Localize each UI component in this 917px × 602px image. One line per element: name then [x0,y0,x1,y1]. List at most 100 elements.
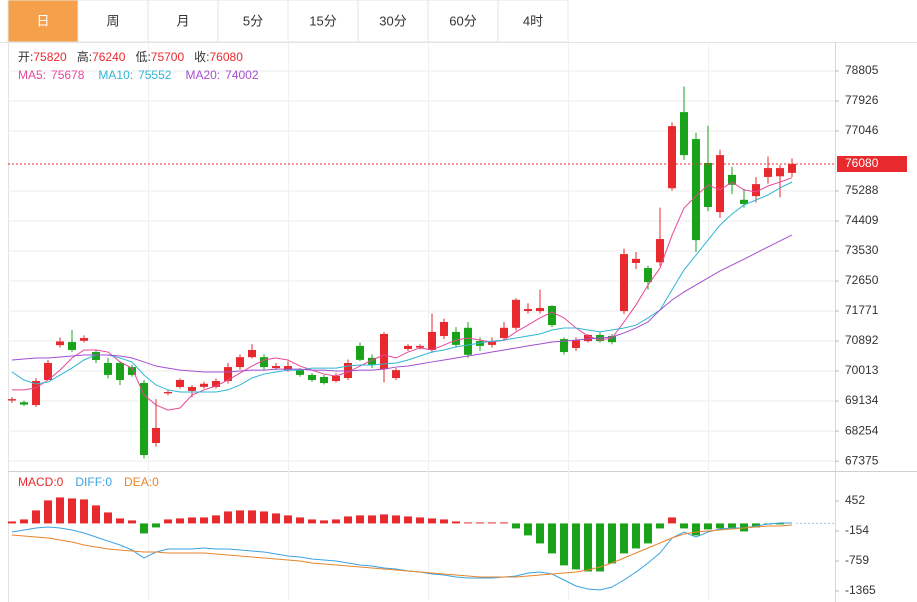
macd-bar [284,515,292,524]
macd-bar [128,520,136,524]
macd-bar [668,517,676,524]
candle-body [572,340,580,348]
macd-bar [344,516,352,524]
candle-body [524,309,532,312]
candle-body [104,362,112,375]
tab[interactable]: 15分 [287,0,359,43]
ma-legend: MA5: 75678 MA10: 75552 MA20: 74002 [18,68,259,82]
candle-body [608,336,616,343]
tab[interactable]: 4时 [497,0,569,43]
y-tick-label: 68254 [845,423,879,437]
macd-bar [140,523,148,534]
candle-body [716,155,724,213]
macd-bar [464,522,472,524]
tab[interactable]: 5分 [217,0,289,43]
legend-label: 低: [135,50,150,64]
macd-bar [404,516,412,524]
y-tick-label: 69134 [845,393,879,407]
macd-bar [476,522,484,524]
y-tick-label: 74409 [845,213,879,227]
macd-bar [716,523,724,529]
candle-body [80,338,88,341]
macd-bar [392,515,400,524]
tab-label[interactable]: 月 [176,13,189,28]
candle-body [332,375,340,382]
legend-label: DIFF: [75,475,105,489]
candle-body [632,258,640,263]
candle-body [584,334,592,342]
macd-bar [656,523,664,529]
legend-value: 0 [57,475,64,489]
macd-bar [536,523,544,544]
tab-label[interactable]: 日 [36,13,49,28]
macd-bar [176,518,184,524]
macd-bar [572,523,580,570]
macd-bar [248,510,256,524]
tab-label[interactable]: 60分 [449,13,476,28]
legend-label: 收: [194,50,209,64]
legend-value: 75678 [51,68,85,82]
macd-bar [296,517,304,524]
ma-line [11,181,793,393]
y-tick-label: -154 [845,523,869,537]
tab-label[interactable]: 15分 [309,13,336,28]
candle-body [692,139,700,241]
candle-body [464,327,472,355]
tab[interactable]: 60分 [427,0,499,43]
macd-bar [680,523,688,529]
candle-body [644,268,652,283]
candle-body [764,168,772,177]
tab-bg[interactable] [147,0,219,43]
candle-body [500,327,508,339]
y-tick-label: 75288 [845,183,879,197]
candle-body [212,380,220,387]
tab-label[interactable]: 5分 [243,13,263,28]
macd-bar [308,519,316,524]
tab-bg[interactable] [287,0,359,43]
candle-body [224,367,232,381]
macd-bar [428,518,436,524]
macd-bar [548,523,556,554]
y-tick-label: 78805 [845,63,879,77]
tab[interactable]: 周 [77,0,149,43]
v-grid [148,42,709,600]
candle-body [656,239,664,263]
macd-bar [740,523,748,532]
candle-body [308,374,316,381]
macd-bar [188,517,196,524]
candle-body [344,362,352,378]
candle-body [320,376,328,384]
y-tick-label: 70013 [845,363,879,377]
candle-body [236,357,244,368]
candle-body [176,379,184,387]
macd-bar [236,510,244,524]
tab-label[interactable]: 30分 [379,13,406,28]
tab-label[interactable]: 4时 [523,13,543,28]
candle-body [476,341,484,346]
y-tick-label: 70892 [845,333,879,347]
macd-bar [560,523,568,566]
legend-value: 75820 [33,50,67,64]
macd-bar [152,523,160,528]
tab[interactable]: 日 [7,0,79,43]
macd-legend: MACD:0 DIFF:0 DEA:0 [18,475,159,489]
tab-bg[interactable] [497,0,569,43]
candle-body [284,366,292,371]
macd-bar [44,500,52,524]
candle-body [512,299,520,328]
tab[interactable]: 30分 [357,0,429,43]
macd-bar [164,519,172,524]
macd-bar [692,523,700,536]
y-tick-label: 71771 [845,303,879,317]
macd-bar [20,519,28,524]
tab[interactable]: 月 [147,0,219,43]
y-tick-label: 67375 [845,453,879,467]
tab-label[interactable]: 周 [106,13,119,28]
legend-label: 开: [18,50,33,64]
macd-bar [260,511,268,524]
candle-body [368,357,376,366]
candle-body [680,112,688,156]
candle-body [260,357,268,368]
candle-body [128,367,136,375]
